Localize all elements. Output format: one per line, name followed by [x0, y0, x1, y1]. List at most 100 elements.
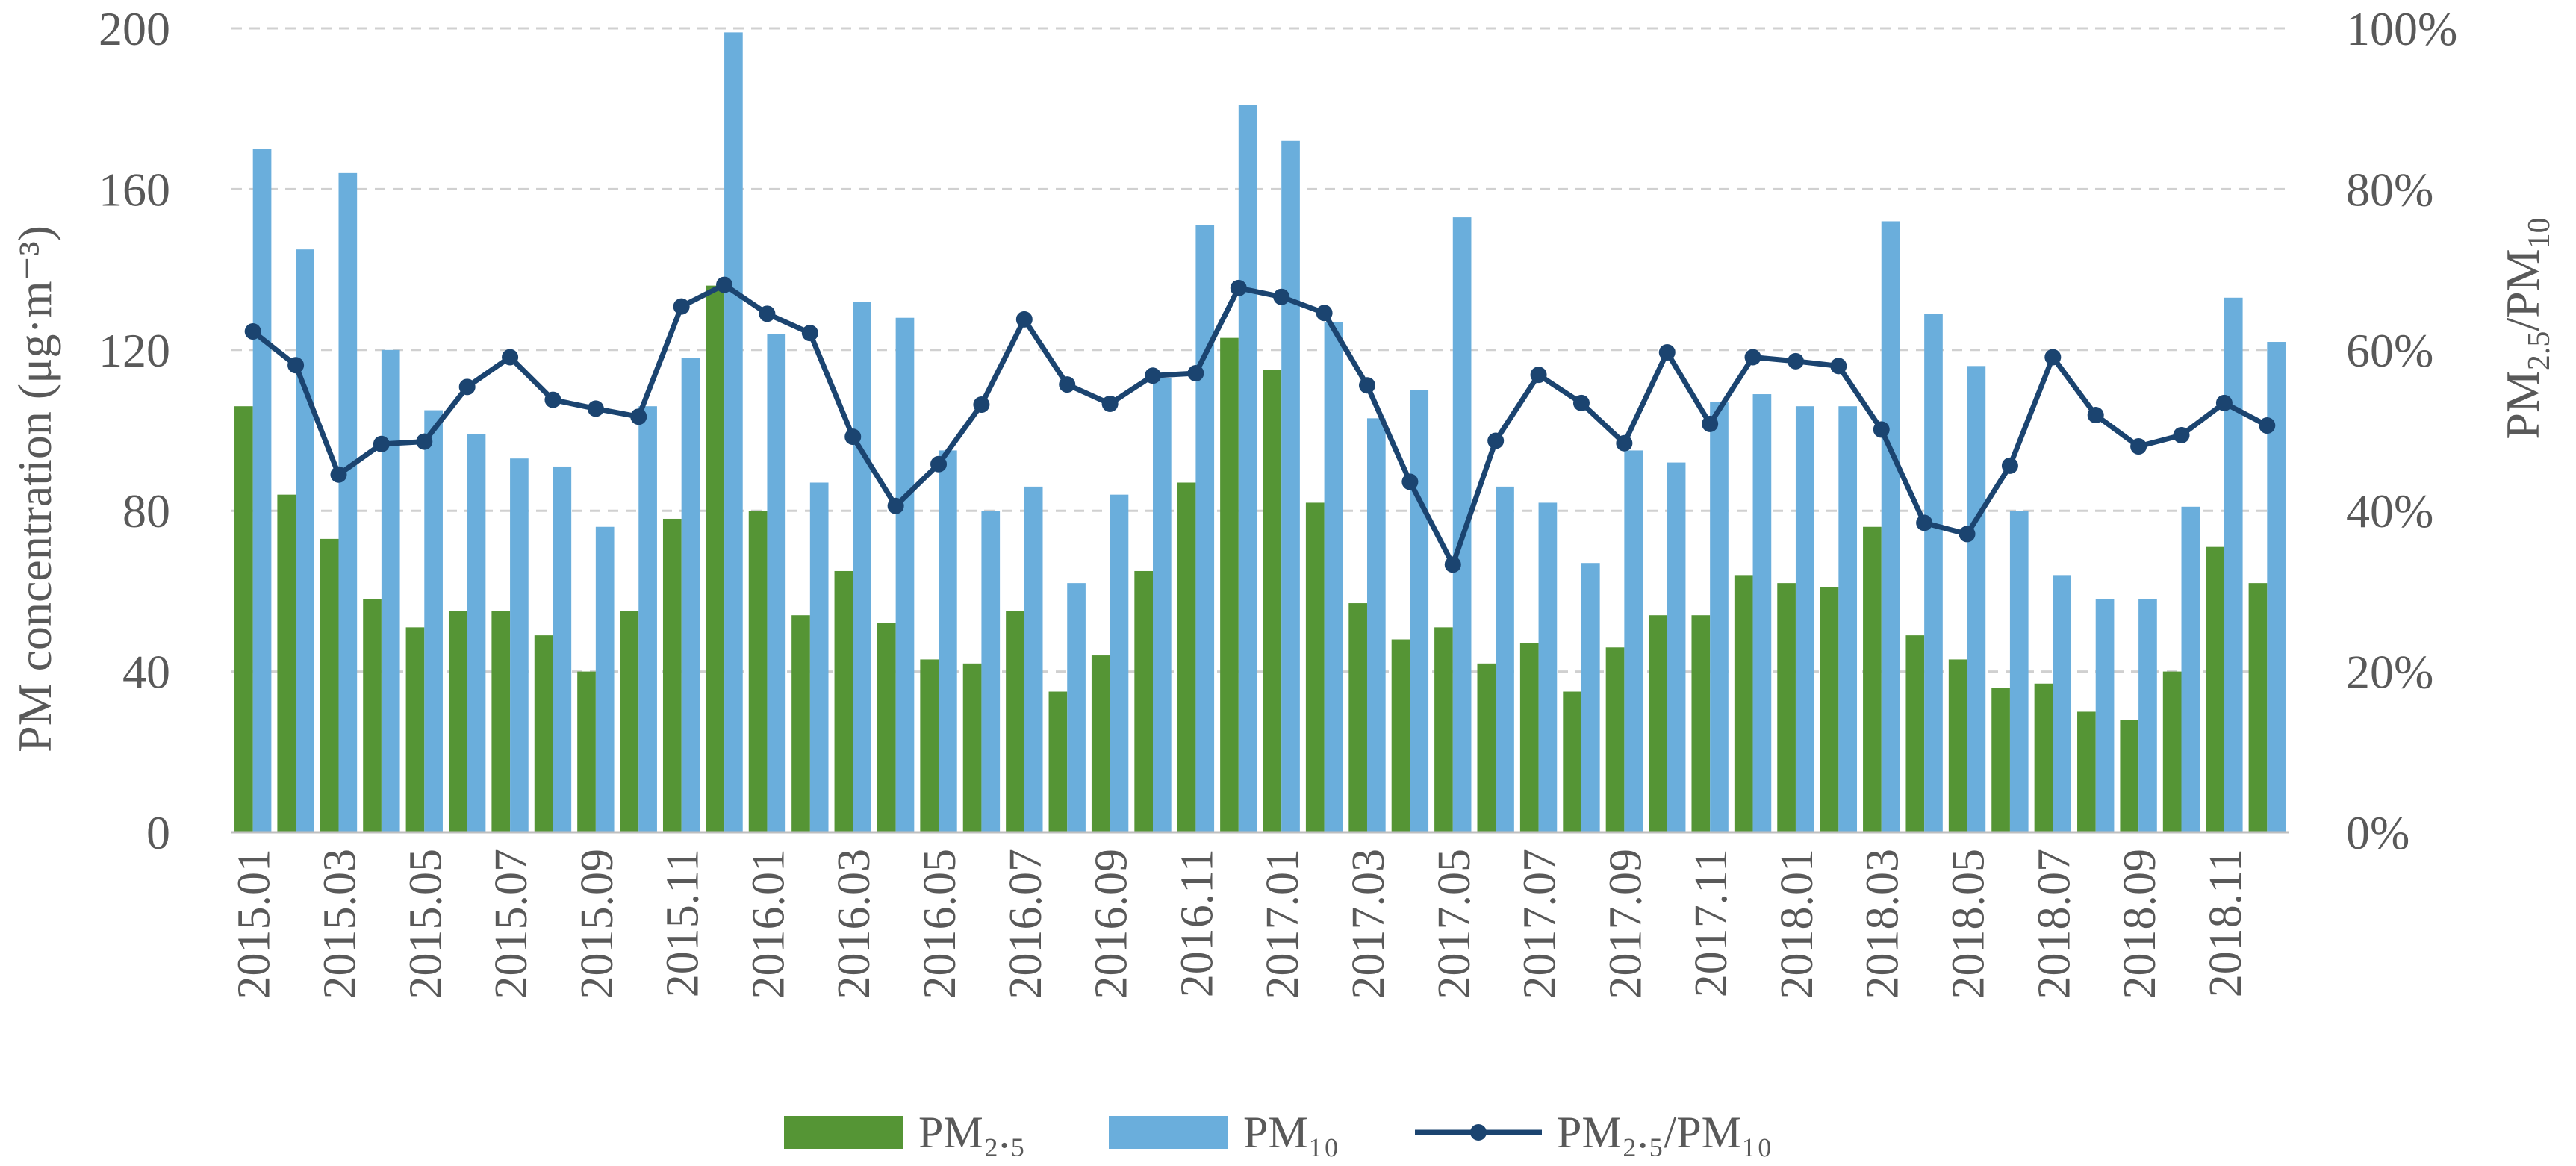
- ratio-point: [330, 466, 347, 483]
- x-tick-label: 2018.05: [1944, 849, 1994, 1000]
- pm25-bar: [491, 611, 511, 832]
- x-tick-label: 2017.07: [1515, 849, 1566, 1000]
- pm25-bar: [363, 599, 382, 832]
- x-tick-label: 2015.05: [400, 849, 451, 1000]
- x-tick-label: 2016.03: [829, 849, 880, 1000]
- ratio-point: [1059, 376, 1076, 393]
- pm10-bar: [1496, 486, 1514, 832]
- pm10-bar: [424, 410, 443, 832]
- pm10-bar: [1924, 314, 1943, 833]
- pm25-bar: [1263, 370, 1282, 833]
- pm25-bar: [534, 635, 553, 832]
- ratio-point: [458, 378, 476, 396]
- y2-title-mid: /PM: [2496, 249, 2549, 331]
- ratio-point: [1916, 514, 1933, 531]
- pm25-bar: [1991, 688, 2010, 832]
- ratio-point: [1616, 434, 1633, 452]
- pm25-bar: [1691, 615, 1711, 832]
- pm10-bar: [981, 511, 1001, 832]
- pm25-bar: [1477, 663, 1496, 832]
- pm25-bar: [920, 659, 939, 832]
- pm10-bar: [809, 482, 829, 832]
- ratio-point: [1744, 349, 1761, 366]
- pm25-bar: [706, 285, 725, 832]
- pm25-bar: [1305, 502, 1325, 832]
- pm10-bar: [2053, 575, 2072, 832]
- x-tick-label: 2015.01: [229, 849, 280, 1000]
- ratio-point: [630, 408, 647, 425]
- x-tick-label: 2016.11: [1172, 849, 1222, 997]
- ratio-point: [930, 455, 948, 473]
- pm25-bar: [1820, 587, 1839, 832]
- pm10-bar: [252, 149, 272, 833]
- pm10-bar: [1110, 494, 1129, 832]
- pm10-bar: [553, 466, 572, 832]
- pm25-bar: [1734, 575, 1753, 832]
- pm25-bar: [2248, 583, 2268, 832]
- x-tick-label: 2018.11: [2200, 849, 2251, 997]
- pm25-bar: [2034, 683, 2053, 832]
- x-tick-label: 2017.09: [1600, 849, 1651, 1000]
- pm10-bar: [2009, 511, 2029, 832]
- ratio-point: [1230, 279, 1247, 296]
- pm10-bar: [338, 172, 358, 833]
- x-tick-label: 2018.09: [2115, 849, 2165, 1000]
- ratio-point: [544, 391, 561, 408]
- x-tick-label: 2015.11: [658, 849, 709, 997]
- pm25-bar: [1434, 627, 1453, 832]
- legend-label: PM₂.₅/PM₁₀: [1557, 1108, 1773, 1157]
- pm25-bar: [1605, 647, 1625, 832]
- ratio-point: [801, 325, 818, 342]
- pm25-bar: [1391, 639, 1410, 832]
- x-tick-label: 2018.03: [1858, 849, 1908, 1000]
- pm25-bar: [1863, 526, 1882, 832]
- ratio-point: [587, 400, 604, 417]
- ratio-point: [1702, 415, 1719, 432]
- y-tick-label: 80: [122, 484, 170, 537]
- pm10-bar: [1752, 394, 1772, 832]
- legend-label: PM₁₀: [1243, 1108, 1340, 1157]
- ratio-point: [673, 298, 690, 315]
- x-tick-label: 2018.07: [2029, 849, 2079, 1000]
- pm25-bar: [1134, 570, 1154, 832]
- y2-title-sub2: 10: [2522, 217, 2557, 249]
- ratio-point: [716, 276, 733, 293]
- y2-tick-label: 60%: [2346, 324, 2433, 377]
- y2-tick-label: 100%: [2346, 2, 2457, 55]
- pm10-bar: [1538, 502, 1558, 832]
- pm25-bar: [620, 611, 639, 832]
- ratio-point: [1015, 311, 1033, 328]
- pm10-bar: [1624, 450, 1643, 832]
- legend-label: PM₂.₅: [918, 1108, 1026, 1157]
- x-tick-label: 2018.01: [1772, 849, 1823, 1000]
- pm25-bar: [1777, 583, 1796, 832]
- ratio-point: [1101, 395, 1119, 412]
- pm25-bar: [877, 623, 896, 832]
- pm10-bar: [296, 249, 314, 832]
- y2-tick-label: 0%: [2346, 806, 2409, 859]
- ratio-point: [2215, 394, 2233, 411]
- ratio-point: [1959, 526, 1976, 543]
- pm10-bar: [1238, 105, 1257, 832]
- ratio-point: [1572, 394, 1590, 411]
- pm10-bar: [2267, 342, 2286, 832]
- x-tick-label: 2015.03: [314, 849, 365, 1000]
- pm10-bar: [1967, 366, 1986, 833]
- pm25-bar: [1091, 655, 1110, 832]
- ratio-point: [1530, 367, 1547, 384]
- y2-tick-label: 80%: [2346, 163, 2433, 216]
- pm10-bar: [681, 358, 700, 832]
- pm10-bar: [1366, 418, 1386, 832]
- pm25-bar: [2077, 711, 2096, 832]
- pm25-bar: [748, 511, 768, 832]
- grid-layer: [231, 27, 2289, 673]
- pm10-bar: [638, 406, 657, 832]
- pm10-bar: [510, 458, 529, 832]
- ratio-point: [373, 435, 390, 452]
- pm25-bar: [1348, 603, 1367, 832]
- pm10-bar: [1838, 406, 1858, 832]
- y-tick-label: 160: [99, 163, 170, 216]
- pm25-bar: [2206, 546, 2224, 832]
